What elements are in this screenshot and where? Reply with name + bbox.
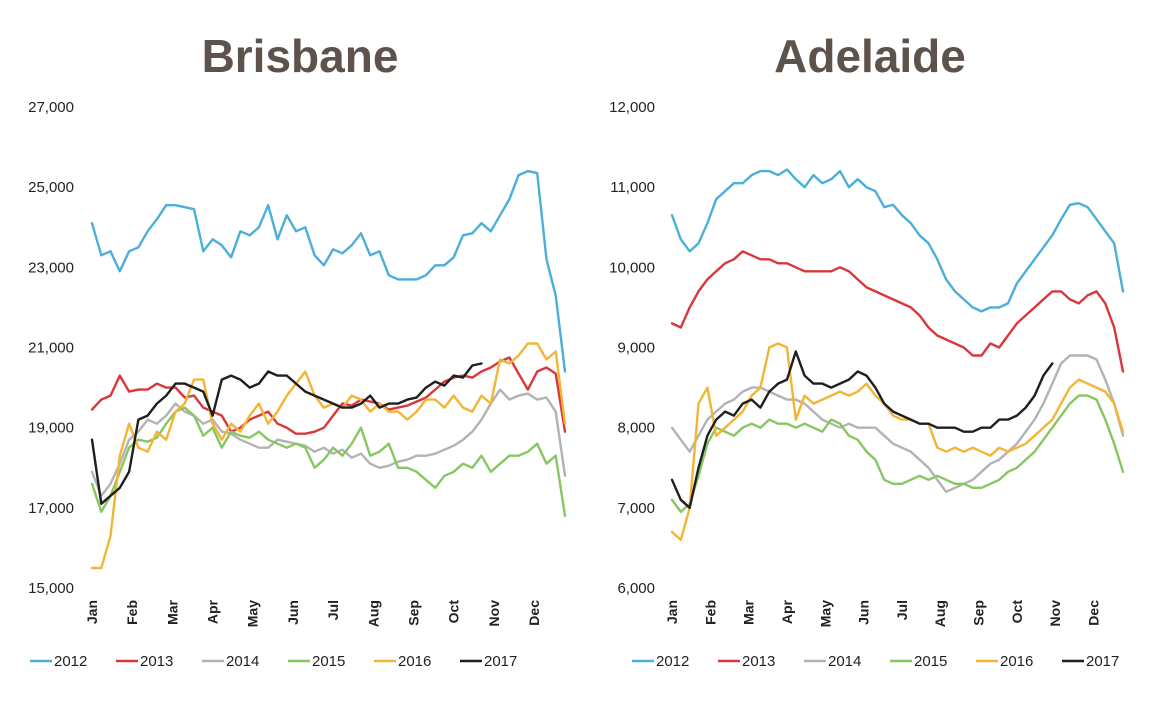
- brisbane-legend-label-2012: 2012: [54, 653, 87, 670]
- brisbane-x-tick-label: Oct: [446, 600, 462, 624]
- brisbane-series-line-2012: [90, 169, 567, 373]
- brisbane-x-tick-label: Jul: [325, 600, 341, 620]
- adelaide-y-tick-label: 8,000: [617, 420, 655, 437]
- adelaide-series-line-2015: [670, 394, 1125, 513]
- adelaide-x-tick-label: Apr: [779, 599, 795, 624]
- brisbane-y-tick-label: 25,000: [28, 179, 74, 196]
- adelaide-y-tick-label: 10,000: [609, 259, 655, 276]
- adelaide-legend-label-2017: 2017: [1086, 653, 1119, 670]
- brisbane-x-tick-label: Aug: [365, 600, 381, 627]
- adelaide-x-tick-label: May: [817, 600, 833, 627]
- brisbane-legend-label-2017: 2017: [484, 653, 517, 670]
- brisbane-x-tick-label: Feb: [124, 600, 140, 625]
- adelaide-y-tick-label: 11,000: [610, 179, 655, 196]
- brisbane-y-tick-label: 23,000: [28, 259, 74, 276]
- adelaide-y-tick-label: 6,000: [617, 580, 655, 597]
- adelaide-series-line-2017: [670, 350, 1054, 509]
- adelaide-x-tick-label: Feb: [702, 600, 718, 625]
- adelaide-legend-label-2012: 2012: [656, 653, 689, 670]
- adelaide-chart: Adelaide 6,000 7,000 8,000 9,000 10,000 11,000…: [609, 30, 1125, 670]
- brisbane-legend-label-2014: 2014: [226, 653, 259, 670]
- adelaide-x-tick-label: Jun: [856, 600, 872, 625]
- brisbane-chart: Brisbane 15,000 17,000 19,000 21,000 23,000 25…: [28, 30, 567, 670]
- adelaide-legend-label-2015: 2015: [914, 653, 947, 670]
- adelaide-legend-label-2014: 2014: [828, 653, 861, 670]
- brisbane-y-tick-label: 27,000: [28, 99, 74, 116]
- adelaide-series-line-2016: [670, 342, 1125, 542]
- brisbane-y-tick-label: 17,000: [28, 500, 74, 517]
- adelaide-legend-label-2016: 2016: [1000, 653, 1033, 670]
- adelaide-x-tick-label: Dec: [1086, 600, 1102, 626]
- brisbane-series-line-2017: [90, 362, 483, 505]
- adelaide-x-tick-label: Mar: [741, 599, 757, 624]
- adelaide-x-tick-label: Jan: [664, 600, 680, 624]
- brisbane-x-tick-label: Nov: [486, 600, 502, 627]
- brisbane-x-tick-label: Sep: [406, 600, 422, 626]
- brisbane-x-tick-label: Jun: [285, 600, 301, 625]
- brisbane-series-line-2013: [90, 356, 567, 435]
- brisbane-y-tick-label: 19,000: [28, 420, 74, 437]
- adelaide-x-tick-label: Jul: [894, 600, 910, 620]
- brisbane-legend-label-2013: 2013: [140, 653, 173, 670]
- adelaide-x-tick-label: Sep: [971, 600, 987, 626]
- adelaide-series-line-2014: [670, 354, 1125, 493]
- adelaide-y-tick-label: 12,000: [609, 99, 655, 116]
- brisbane-x-tick-label: May: [245, 600, 261, 627]
- brisbane-y-tick-label: 15,000: [28, 580, 74, 597]
- brisbane-x-tick-label: Apr: [205, 599, 221, 624]
- brisbane-legend-label-2015: 2015: [312, 653, 345, 670]
- adelaide-chart-title: Adelaide: [774, 30, 966, 82]
- adelaide-legend-label-2013: 2013: [742, 653, 775, 670]
- brisbane-y-tick-label: 21,000: [28, 340, 74, 357]
- brisbane-chart-title: Brisbane: [202, 30, 399, 82]
- adelaide-x-tick-label: Nov: [1047, 600, 1063, 627]
- adelaide-series-line-2013: [670, 250, 1125, 373]
- adelaide-y-tick-label: 9,000: [617, 340, 655, 357]
- brisbane-x-tick-label: Dec: [526, 600, 542, 626]
- adelaide-y-tick-label: 7,000: [617, 500, 655, 517]
- brisbane-x-tick-label: Mar: [164, 599, 180, 624]
- brisbane-legend-label-2016: 2016: [398, 653, 431, 670]
- brisbane-series-line-2014: [90, 388, 567, 497]
- adelaide-x-tick-label: Oct: [1009, 600, 1025, 624]
- adelaide-x-tick-label: Aug: [932, 600, 948, 627]
- brisbane-x-tick-label: Jan: [84, 600, 100, 624]
- brisbane-series-line-2015: [90, 406, 567, 518]
- adelaide-series-line-2012: [670, 168, 1125, 313]
- brisbane-series-line-2016: [90, 342, 567, 570]
